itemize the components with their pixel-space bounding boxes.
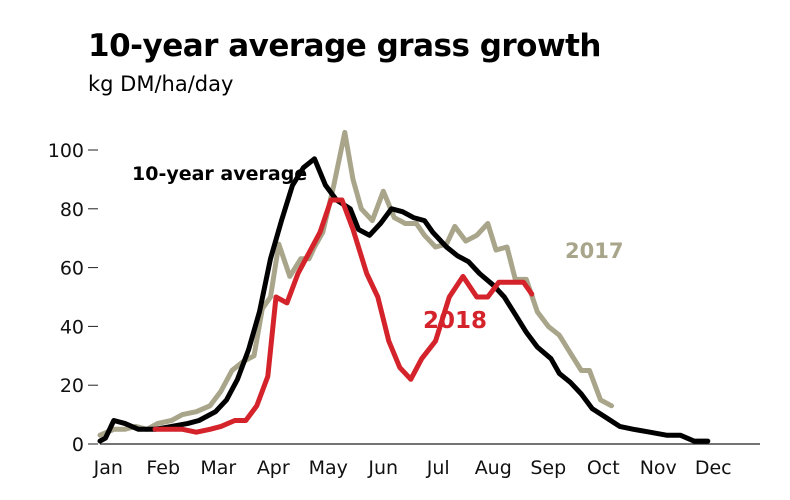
series-line-2018 [152,197,535,435]
series-line-2017 [97,129,614,438]
x-tick-label-sep: Sep [530,457,566,479]
y-tick-label-40: 40 [60,316,84,338]
x-tick-label-feb: Feb [146,457,180,479]
x-tick-label-dec: Dec [695,457,732,479]
y-tick-label-100: 100 [48,140,84,162]
series-label-10-year-average: 10-year average [132,163,307,185]
y-tick-label-0: 0 [72,434,84,456]
chart-title: 10-year average grass growth [88,28,602,64]
x-tick-label-mar: Mar [200,457,236,479]
series-label-2017: 2017 [565,239,623,263]
x-tick-label-jul: Jul [426,457,450,479]
series-line-10-year-average [97,156,711,444]
x-tick-label-jun: Jun [367,457,398,479]
x-tick-label-may: May [309,457,348,479]
x-tick-label-oct: Oct [587,457,620,479]
x-tick-label-jan: Jan [93,457,123,479]
y-tick-label-60: 60 [60,258,84,280]
x-tick-label-aug: Aug [475,457,512,479]
series-label-2018: 2018 [423,308,487,334]
y-tick-label-20: 20 [60,375,84,397]
x-tick-label-apr: Apr [257,457,290,479]
x-tick-label-nov: Nov [640,457,677,479]
chart-subtitle: kg DM/ha/day [88,72,234,96]
y-tick-label-80: 80 [60,199,84,221]
